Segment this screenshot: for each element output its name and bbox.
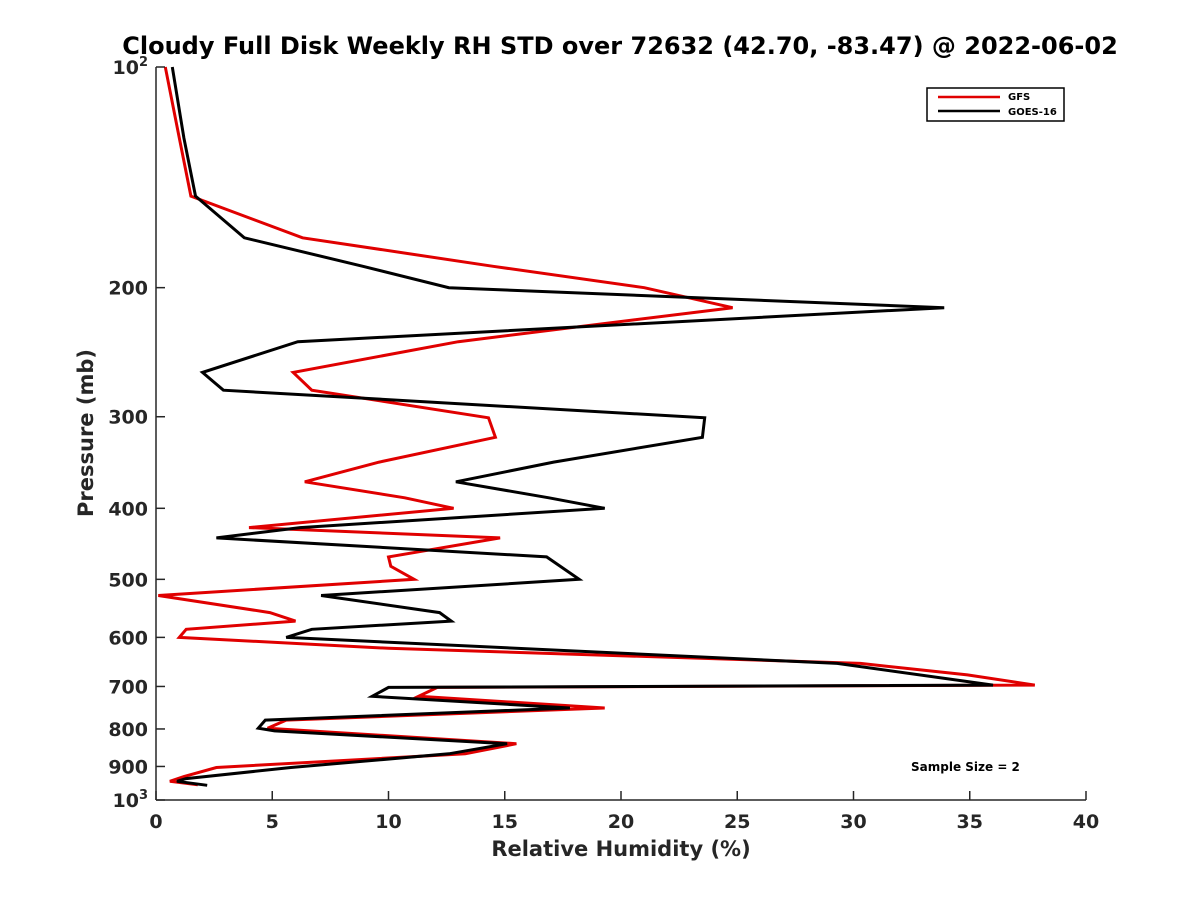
x-tick-label: 5 [266, 811, 279, 833]
plot-area [156, 67, 1086, 800]
y-tick-label: 800 [108, 719, 148, 741]
y-tick-label: 500 [108, 569, 148, 591]
y-tick-label: 300 [108, 407, 148, 429]
chart-title: Cloudy Full Disk Weekly RH STD over 7263… [122, 32, 1118, 60]
x-tick-label: 35 [957, 811, 983, 833]
y-tick-label: 600 [108, 627, 148, 649]
legend-label-gfs: GFS [1008, 92, 1030, 103]
x-tick-label: 0 [149, 811, 162, 833]
series-layer [158, 66, 1036, 787]
y-tick-label: 900 [108, 756, 148, 778]
x-tick-label: 25 [724, 811, 750, 833]
series-line-gfs [158, 66, 1036, 787]
legend: GFS GOES-16 [926, 87, 1065, 122]
y-tick-label: 103 [113, 788, 149, 812]
y-tick-label: 200 [108, 278, 148, 300]
x-tick-label: 40 [1073, 811, 1099, 833]
x-tick-label: 30 [840, 811, 866, 833]
x-axis-label: Relative Humidity (%) [491, 837, 750, 861]
x-tick-label: 10 [375, 811, 401, 833]
y-tick-label: 700 [108, 676, 148, 698]
x-tick-label: 15 [492, 811, 518, 833]
series-line-goes16 [170, 66, 994, 787]
y-tick-label: 400 [108, 498, 148, 520]
y-tick-label: 102 [113, 55, 149, 79]
y-axis-ticks: 102 200 300 400 500 600 700 800 900 103 [108, 55, 165, 812]
legend-box [926, 87, 1065, 122]
x-tick-label: 20 [608, 811, 634, 833]
x-axis-ticks: 0 5 10 15 20 25 30 35 40 [149, 791, 1099, 833]
legend-label-goes16: GOES-16 [1008, 107, 1057, 118]
sample-size-annotation: Sample Size = 2 [911, 760, 1020, 774]
y-axis-label: Pressure (mb) [74, 349, 98, 517]
